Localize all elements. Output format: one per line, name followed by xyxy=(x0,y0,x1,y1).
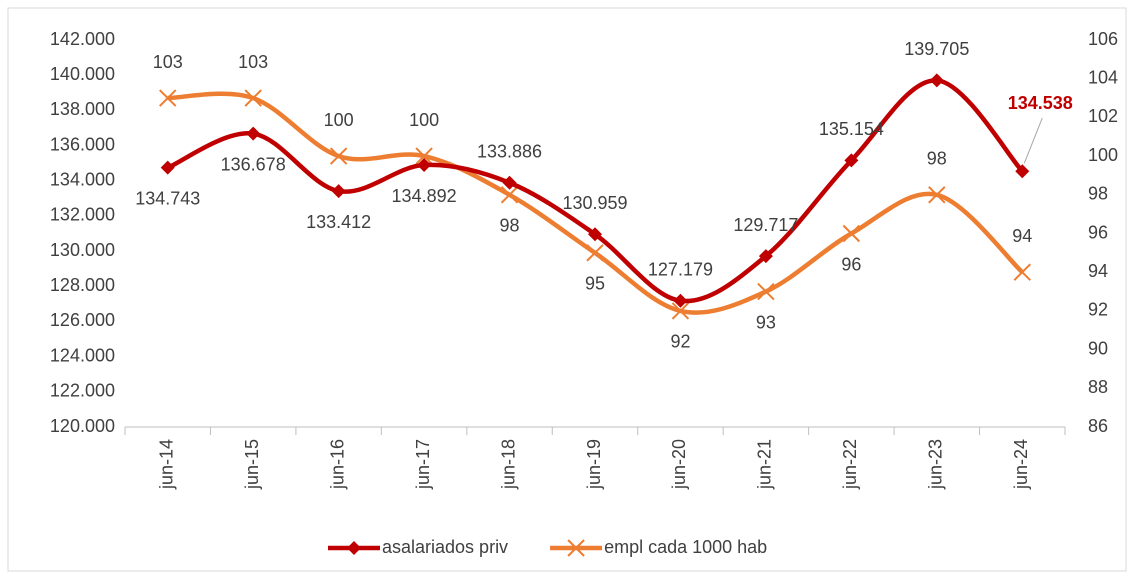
data-label: 103 xyxy=(238,52,268,72)
x-tick-label: jun-17 xyxy=(413,439,433,490)
x-tick-label: jun-19 xyxy=(584,439,604,490)
x-tick-label: jun-24 xyxy=(1011,439,1031,490)
data-label: 134.538 xyxy=(1008,93,1073,113)
data-label: 134.743 xyxy=(135,188,200,208)
y2-tick-label: 98 xyxy=(1088,184,1108,204)
data-label: 135.154 xyxy=(819,119,884,139)
y-tick-label: 138.000 xyxy=(50,99,115,119)
y2-tick-label: 104 xyxy=(1088,67,1118,87)
marker-diamond xyxy=(160,160,175,175)
y-tick-label: 122.000 xyxy=(50,381,115,401)
y-tick-label: 128.000 xyxy=(50,275,115,295)
data-label: 134.892 xyxy=(392,186,457,206)
marker-diamond xyxy=(417,158,432,173)
data-label: 133.412 xyxy=(306,212,371,232)
data-label: 98 xyxy=(500,216,520,236)
y-tick-label: 126.000 xyxy=(50,310,115,330)
data-label: 130.959 xyxy=(562,193,627,213)
y2-tick-label: 88 xyxy=(1088,377,1108,397)
chart-border xyxy=(7,7,1127,572)
marker-x xyxy=(586,244,604,262)
x-tick-label: jun-21 xyxy=(755,439,775,490)
marker-x xyxy=(1013,263,1031,281)
marker-x xyxy=(500,186,519,204)
data-label: 94 xyxy=(1012,226,1032,246)
data-label: 93 xyxy=(756,312,776,332)
legend-label: asalariados priv xyxy=(382,537,508,557)
y2-tick-label: 102 xyxy=(1088,106,1118,126)
data-label: 103 xyxy=(153,52,183,72)
line xyxy=(166,78,1024,304)
y2-tick-label: 106 xyxy=(1088,29,1118,49)
marker-x xyxy=(159,89,177,107)
marker-diamond xyxy=(331,184,346,199)
marker-x xyxy=(244,89,262,107)
y2-tick-label: 94 xyxy=(1088,261,1108,281)
x-tick-label: jun-15 xyxy=(242,439,262,490)
marker-x xyxy=(928,186,946,204)
marker-diamond xyxy=(502,175,517,190)
x-tick-label: jun-20 xyxy=(669,439,689,490)
marker-diamond xyxy=(673,293,688,308)
y2-tick-label: 96 xyxy=(1088,222,1108,242)
marker-x xyxy=(415,147,433,165)
legend-label: empl cada 1000 hab xyxy=(604,537,767,557)
y-tick-label: 140.000 xyxy=(50,64,115,84)
marker-diamond xyxy=(844,153,859,168)
marker-diamond xyxy=(1015,164,1030,179)
marker-x xyxy=(842,224,861,243)
data-label: 127.179 xyxy=(648,259,713,279)
data-label: 139.705 xyxy=(904,39,969,59)
marker-diamond xyxy=(758,249,773,264)
y-tick-label: 124.000 xyxy=(50,345,115,365)
x-tick-label: jun-14 xyxy=(156,439,176,490)
legend-marker xyxy=(347,541,361,555)
y-tick-label: 134.000 xyxy=(50,169,115,189)
marker-diamond xyxy=(246,126,261,141)
data-label: 100 xyxy=(409,110,439,130)
legend-marker xyxy=(567,539,585,557)
marker-diamond xyxy=(588,227,602,242)
y-tick-label: 120.000 xyxy=(50,416,115,436)
leader-line xyxy=(1023,117,1043,164)
data-label: 129.717 xyxy=(733,215,798,235)
marker-x xyxy=(329,147,348,165)
x-tick-label: jun-18 xyxy=(498,439,518,490)
x-tick-label: jun-22 xyxy=(840,439,860,490)
data-label: 133.886 xyxy=(477,141,542,161)
data-label: 95 xyxy=(585,274,605,294)
y-tick-label: 142.000 xyxy=(50,29,115,49)
data-label: 136.678 xyxy=(221,154,286,174)
marker-x xyxy=(671,302,690,320)
marker-diamond xyxy=(929,73,944,88)
y2-tick-label: 90 xyxy=(1088,338,1108,358)
x-tick-label: jun-23 xyxy=(926,439,946,490)
data-label: 98 xyxy=(927,149,947,169)
y-tick-label: 130.000 xyxy=(50,240,115,260)
y2-tick-label: 92 xyxy=(1088,300,1108,320)
data-label: 92 xyxy=(670,332,690,352)
data-label: 100 xyxy=(324,110,354,130)
data-label: 96 xyxy=(841,254,861,274)
y2-tick-label: 86 xyxy=(1088,416,1108,436)
x-tick-label: jun-16 xyxy=(327,439,347,490)
y-tick-label: 136.000 xyxy=(50,134,115,154)
y-tick-label: 132.000 xyxy=(50,205,115,225)
y2-tick-label: 100 xyxy=(1088,145,1118,165)
marker-x xyxy=(757,282,775,301)
